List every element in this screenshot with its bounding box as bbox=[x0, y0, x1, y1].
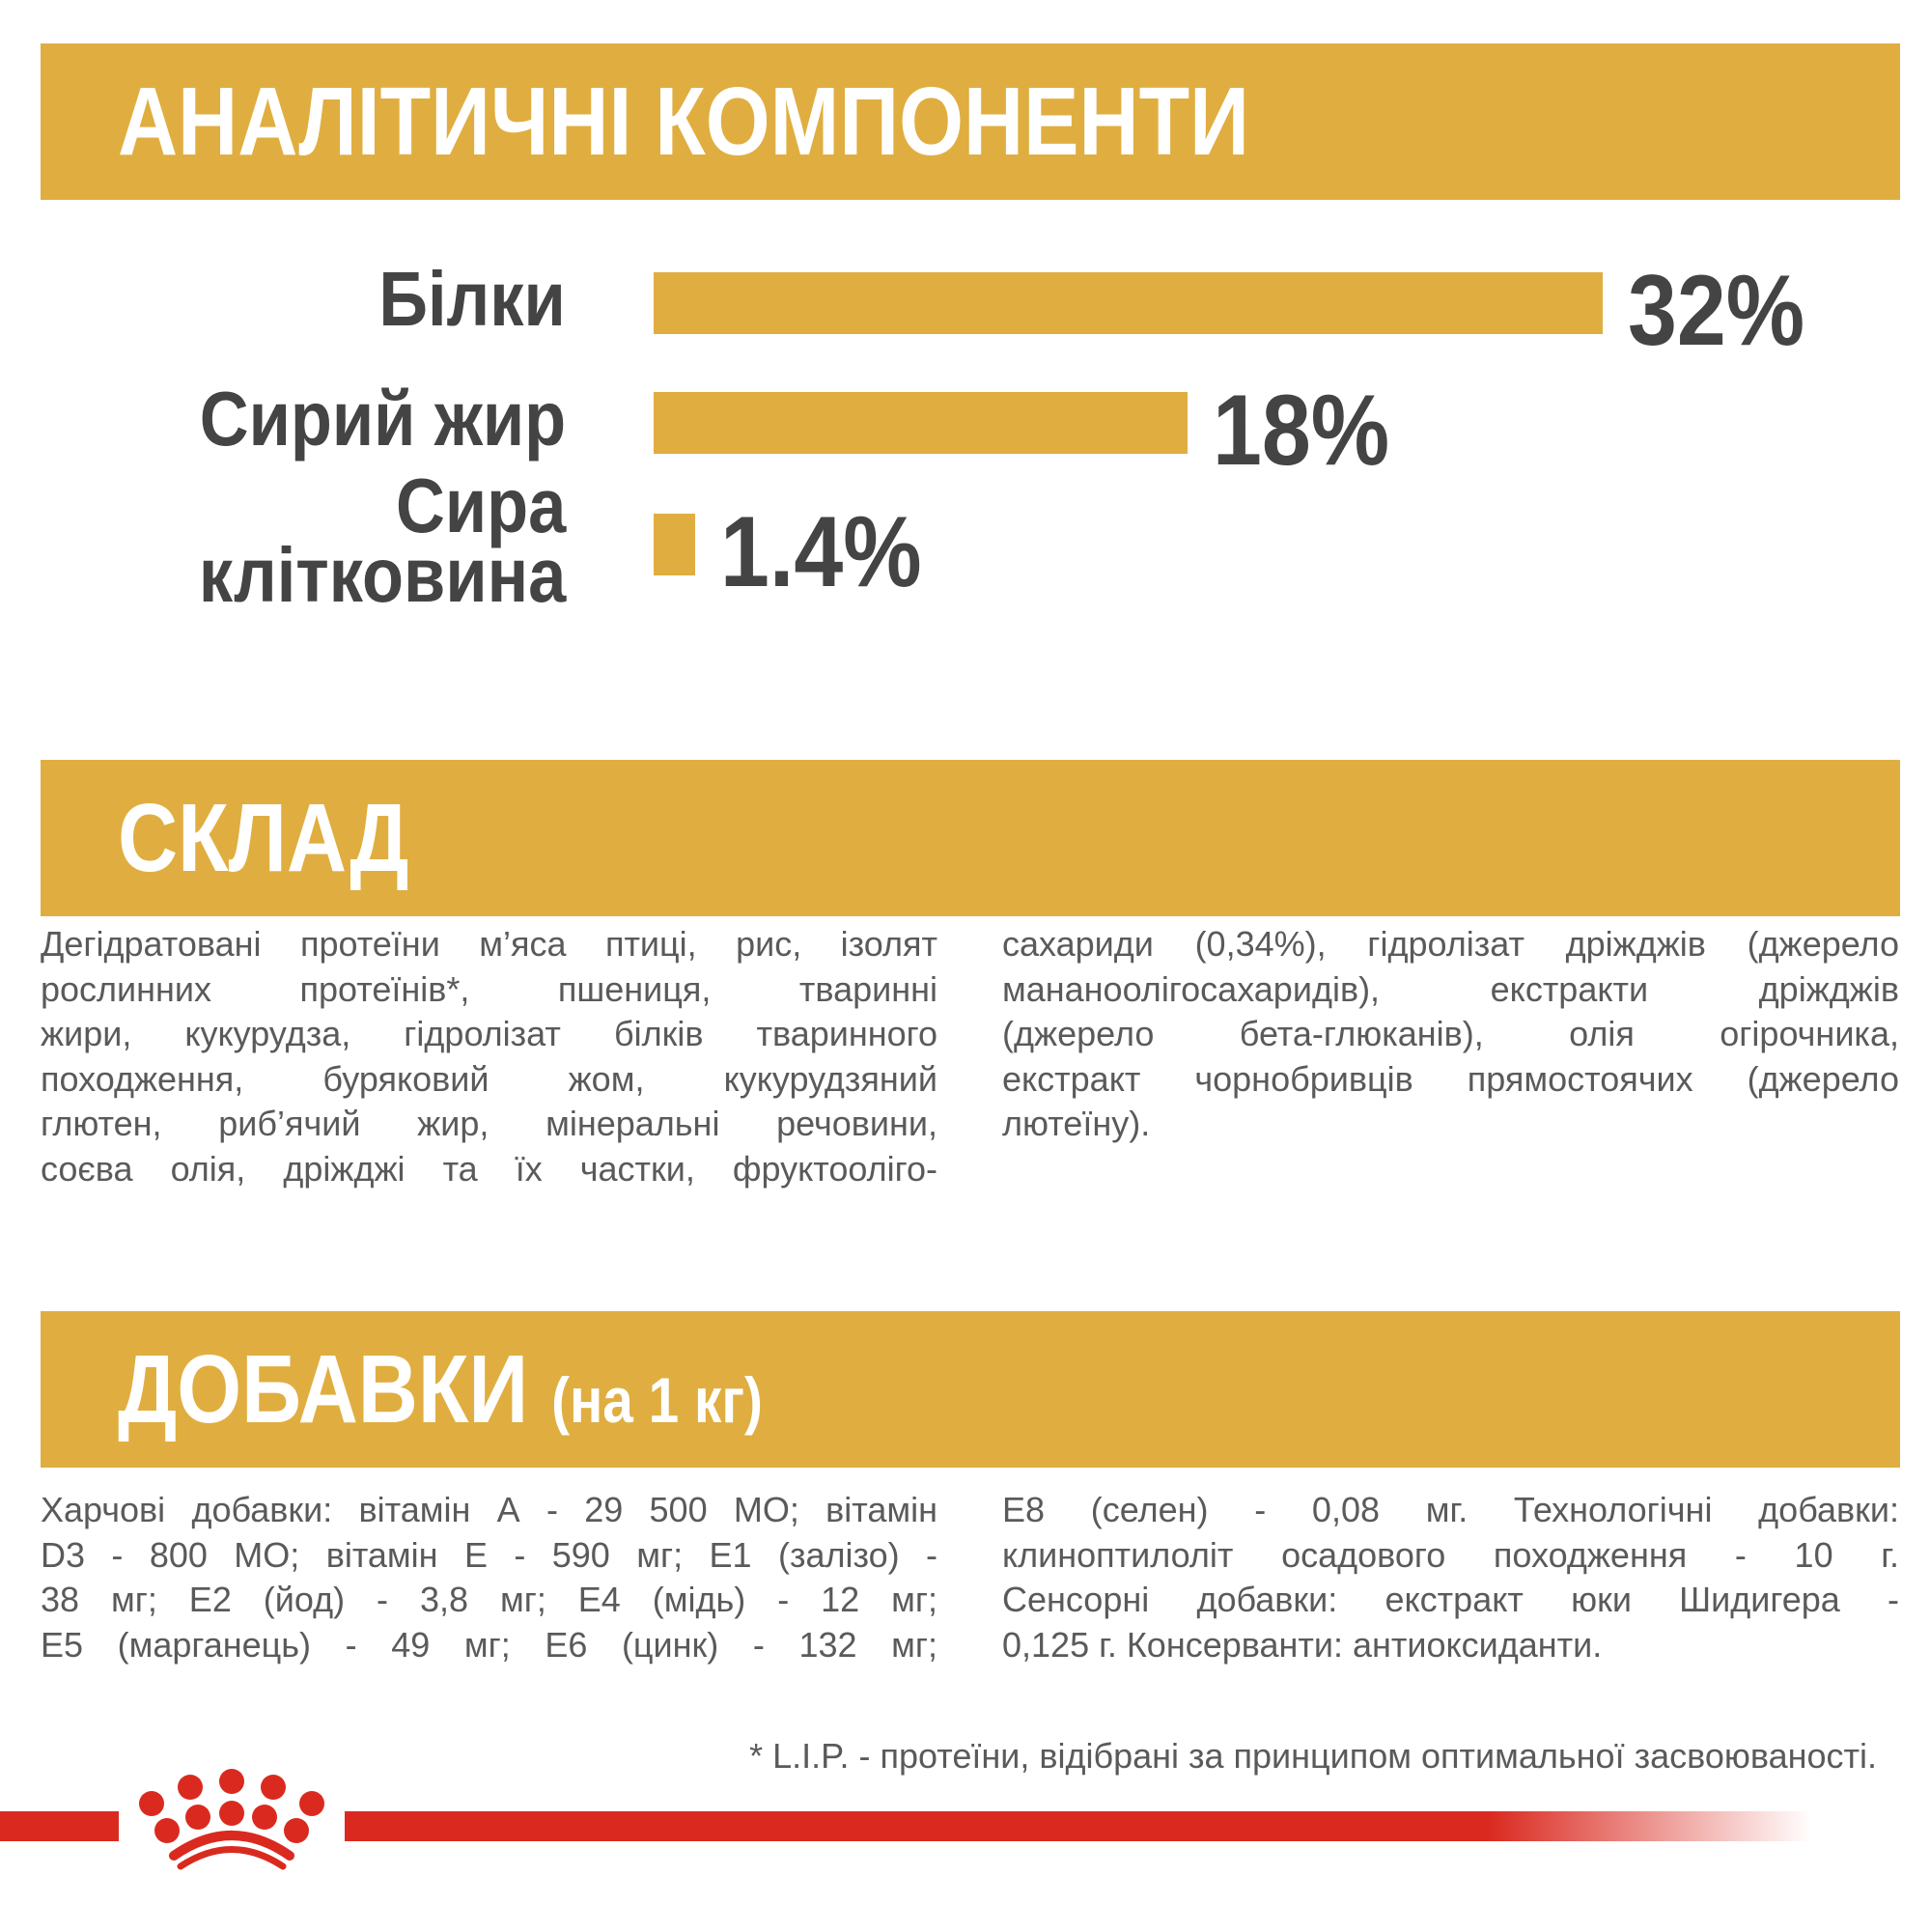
composition-header: СКЛАД bbox=[41, 760, 1900, 916]
nutrient-label: Білки bbox=[378, 256, 566, 342]
composition-title: СКЛАД bbox=[118, 784, 409, 892]
text-line: Е5 (марганець) - 49 мг; Е6 (цинк) - 132 … bbox=[41, 1624, 937, 1665]
additives-title: ДОБАВКИ (на 1 кг) bbox=[118, 1341, 763, 1438]
text-line: D3 - 800 МО; вітамін Е - 590 мг; Е1 (зал… bbox=[41, 1534, 937, 1575]
additives-header: ДОБАВКИ (на 1 кг) bbox=[41, 1311, 1900, 1468]
nutrient-value: 32% bbox=[1628, 255, 1805, 367]
text-line: 38 мг; Е2 (йод) - 3,8 мг; Е4 (мідь) - 12… bbox=[41, 1580, 937, 1619]
text-line: Дегідратовані протеїни м’яса птиці, рис,… bbox=[41, 924, 937, 964]
red-band-left bbox=[0, 1811, 119, 1841]
text-line: 0,125 г. Консерванти: антиоксиданти. bbox=[1002, 1624, 1603, 1665]
text-line: глютен, риб’ячий жир, мінеральні речовин… bbox=[41, 1104, 937, 1143]
text-line: клиноптилоліт осадового походження - 10 … bbox=[1002, 1534, 1899, 1575]
text-line: (джерело бета-глюканів), олія огірочника… bbox=[1002, 1014, 1899, 1053]
text-line: рослинних протеїнів*, пшениця, тваринні bbox=[41, 968, 937, 1009]
additives-text-right: Е8 (селен) - 0,08 мг. Технологічні добав… bbox=[1002, 1488, 1899, 1667]
nutrient-label-line: Сира bbox=[395, 462, 566, 548]
red-band-right bbox=[345, 1811, 1812, 1841]
nutrient-value: 1.4% bbox=[720, 496, 922, 608]
composition-text-left: Дегідратовані протеїни м’яса птиці, рис,… bbox=[41, 922, 937, 1191]
nutrient-value: 18% bbox=[1212, 375, 1390, 487]
text-line: екстракт чорнобривців прямостоячих (джер… bbox=[1002, 1058, 1899, 1099]
nutrient-label-line: Сирий жир bbox=[199, 376, 566, 462]
composition-text-right: сахариди (0,34%), гідролізат дріжджів (д… bbox=[1002, 922, 1899, 1147]
nutrient-bar bbox=[654, 392, 1188, 454]
additives-text-left: Харчові добавки: вітамін А - 29 500 МО; … bbox=[41, 1488, 937, 1667]
text-line: походження, буряковий жом, кукурудзяний bbox=[41, 1058, 937, 1099]
nutrient-bar bbox=[654, 514, 695, 575]
text-line: соєва олія, дріжджі та їх частки, фрукто… bbox=[41, 1148, 937, 1189]
text-line: Е8 (селен) - 0,08 мг. Технологічні добав… bbox=[1002, 1490, 1899, 1529]
text-line: Сенсорні добавки: екстракт юки Шидигера … bbox=[1002, 1580, 1899, 1619]
additives-title-main: ДОБАВКИ bbox=[118, 1335, 529, 1443]
nutrient-label-line: Білки bbox=[378, 256, 566, 342]
footnote: * L.I.P. - протеїни, відібрані за принци… bbox=[749, 1736, 1877, 1776]
nutrient-label: Сира клітковина bbox=[198, 462, 566, 618]
nutrient-bar bbox=[654, 272, 1603, 334]
text-line: мананоолігосахаридів), екстракти дріжджі… bbox=[1002, 968, 1899, 1009]
analytical-title: АНАЛІТИЧНІ КОМПОНЕНТИ bbox=[118, 68, 1249, 176]
nutrient-label-line: клітковина bbox=[198, 532, 566, 618]
text-line: сахариди (0,34%), гідролізат дріжджів (д… bbox=[1002, 924, 1899, 964]
analytical-header: АНАЛІТИЧНІ КОМПОНЕНТИ bbox=[41, 43, 1900, 200]
text-line: жири, кукурудза, гідролізат білків твари… bbox=[41, 1014, 937, 1053]
additives-title-suffix: (на 1 кг) bbox=[551, 1364, 763, 1436]
text-line: Харчові добавки: вітамін А - 29 500 МО; … bbox=[41, 1490, 937, 1529]
text-line: лютеїну). bbox=[1002, 1104, 1151, 1143]
nutrient-label: Сирий жир bbox=[199, 376, 566, 462]
